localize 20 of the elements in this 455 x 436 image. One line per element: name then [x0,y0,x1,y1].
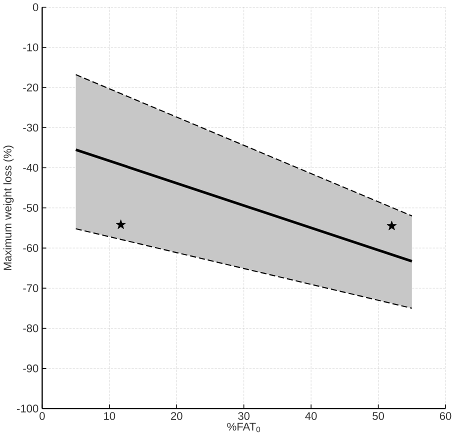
x-axis-title: %FAT$_{0}$ [227,423,260,432]
x-tick-label: 30 [238,412,250,420]
y-tick-label: -10 [23,44,38,52]
y-tick-label: -100 [17,404,38,413]
x-tick-label: 10 [104,412,116,420]
x-tick-label: 0 [40,412,45,420]
x-tick-label: 60 [440,412,452,420]
x-tick-label: 50 [372,412,384,420]
x-tick-label: 40 [305,412,317,420]
y-tick-label: -70 [23,284,38,292]
x-tick-label: 20 [171,412,182,420]
y-tick-label: -30 [23,124,38,132]
y-tick-label: -50 [23,204,38,212]
y-tick-label: 0 [32,4,38,12]
y-tick-label: -90 [23,364,38,373]
y-tick-label: -40 [23,164,38,172]
y-tick-label: -80 [23,324,38,332]
y-axis-title: Maximum weight loss (%) [3,146,14,270]
y-tick-label: -20 [23,84,38,92]
y-tick-label: -60 [23,244,38,252]
